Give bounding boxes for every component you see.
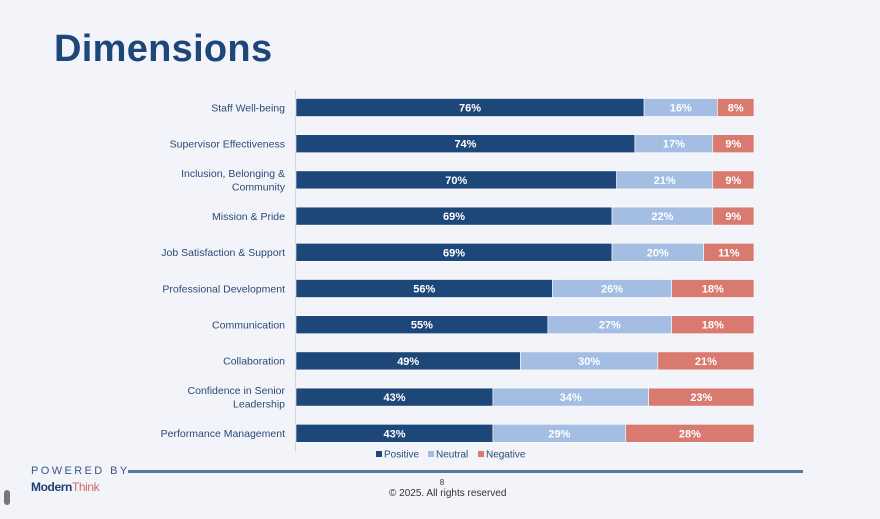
category-label-line: Inclusion, Belonging &	[181, 168, 285, 180]
data-label-neutral: 17%	[663, 139, 685, 151]
data-label-positive: 76%	[459, 103, 481, 115]
category-label: Performance Management	[161, 428, 285, 440]
data-label-negative: 28%	[679, 428, 701, 440]
legend-swatch-neutral	[428, 451, 434, 457]
category-label: Mission & Pride	[212, 211, 285, 223]
bar-segment-negative[interactable]	[712, 170, 755, 190]
data-label-negative: 11%	[718, 247, 740, 259]
scroll-handle[interactable]	[4, 490, 10, 505]
copyright-text: © 2025. All rights reserved	[389, 488, 507, 499]
legend-label-negative: Negative	[486, 450, 526, 461]
category-label-line: Community	[232, 181, 286, 193]
data-label-negative: 9%	[725, 139, 741, 151]
data-label-positive: 56%	[413, 284, 435, 296]
data-label-positive: 43%	[383, 428, 405, 440]
data-label-neutral: 27%	[599, 320, 621, 332]
data-label-positive: 69%	[443, 247, 465, 259]
data-label-neutral: 16%	[670, 103, 692, 115]
category-label-line: Leadership	[233, 399, 285, 411]
data-label-positive: 69%	[443, 211, 465, 223]
modernthink-logo: ModernThink	[31, 480, 100, 494]
bar-segment-negative[interactable]	[625, 423, 755, 443]
powered-by-label: POWERED BY	[31, 465, 130, 477]
data-label-negative: 23%	[690, 392, 712, 404]
data-label-negative: 8%	[728, 103, 744, 115]
data-label-neutral: 22%	[651, 211, 673, 223]
data-label-neutral: 26%	[601, 284, 623, 296]
legend-label-positive: Positive	[384, 450, 419, 461]
category-label: Confidence in Senior Leadership	[188, 385, 286, 411]
legend-label-neutral: Neutral	[436, 450, 468, 461]
data-label-positive: 74%	[454, 139, 476, 151]
slide-title: Dimensions	[54, 28, 273, 70]
bar-segment-negative[interactable]	[703, 243, 755, 262]
data-label-negative: 18%	[702, 320, 724, 332]
data-label-positive: 55%	[411, 320, 433, 332]
data-label-neutral: 34%	[560, 392, 582, 404]
category-label: Inclusion, Belonging & Community	[181, 168, 286, 194]
category-label: Collaboration	[223, 356, 285, 368]
page-number-text: 8	[439, 478, 445, 487]
category-label: Supervisor Effectiveness	[170, 139, 285, 151]
legend-swatch-negative	[478, 451, 484, 457]
logo-text-modern: Modern	[31, 480, 72, 494]
bar-segment-negative[interactable]	[657, 351, 755, 371]
data-label-negative: 9%	[725, 211, 741, 223]
bar-segment-negative[interactable]	[671, 315, 755, 335]
category-label: Staff Well-being	[211, 102, 285, 114]
bar-segment-negative[interactable]	[712, 134, 755, 153]
data-label-positive: 43%	[383, 392, 405, 404]
category-label: Communication	[212, 320, 285, 332]
category-label: Professional Development	[162, 283, 285, 295]
data-label-neutral: 21%	[654, 175, 676, 187]
bar-segment-negative[interactable]	[671, 279, 755, 298]
data-label-negative: 21%	[695, 356, 717, 368]
page-number: 8	[0, 478, 880, 487]
logo-text-think: Think	[71, 480, 100, 494]
footer-divider	[128, 470, 803, 473]
bar-segment-negative[interactable]	[648, 387, 755, 407]
data-label-positive: 49%	[397, 356, 419, 368]
data-label-neutral: 30%	[578, 356, 600, 368]
category-label: Job Satisfaction & Support	[161, 247, 285, 259]
category-label-line: Confidence in Senior	[188, 385, 286, 397]
data-label-neutral: 20%	[647, 247, 669, 259]
data-label-negative: 18%	[702, 284, 724, 296]
data-label-neutral: 29%	[548, 428, 570, 440]
data-label-positive: 70%	[445, 175, 467, 187]
bar-segment-negative[interactable]	[717, 98, 755, 117]
bar-segment-negative[interactable]	[712, 206, 755, 226]
data-label-negative: 9%	[725, 175, 741, 187]
legend-swatch-positive	[376, 451, 382, 457]
